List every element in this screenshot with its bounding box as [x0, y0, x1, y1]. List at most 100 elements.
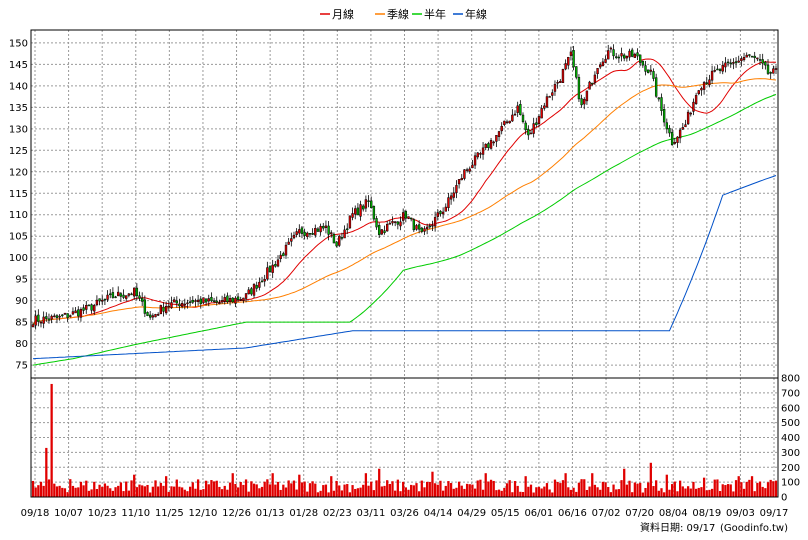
legend-label-halfyear: 半年: [424, 7, 446, 21]
candle-body: [250, 288, 253, 295]
candle-body: [660, 97, 663, 111]
volume-bar: [34, 487, 37, 497]
candle-body: [164, 305, 168, 314]
price-tick-95: 95: [15, 275, 28, 286]
volume-bar: [734, 480, 738, 497]
candle-body: [236, 296, 240, 300]
volume-bar: [180, 487, 184, 497]
candle-body: [721, 65, 724, 72]
volume-bar: [513, 481, 517, 497]
candle-body: [55, 315, 59, 318]
candle-body: [625, 55, 629, 59]
candle-body: [694, 95, 698, 104]
candle-body: [476, 152, 479, 158]
candle-body: [393, 221, 397, 223]
candle-body: [676, 136, 679, 143]
candle-body: [564, 63, 567, 70]
candle-body: [69, 315, 72, 317]
x-tick-label: 08/19: [692, 508, 721, 519]
candle-body: [106, 294, 109, 300]
candle-body: [31, 324, 35, 328]
legend-label-quarterly: 季線: [387, 7, 409, 21]
candle-body: [657, 97, 661, 100]
volume-bar: [532, 492, 535, 497]
candle-body: [103, 298, 107, 301]
volume-bar: [388, 483, 391, 497]
volume-bar: [47, 479, 51, 497]
candle-body: [548, 96, 551, 98]
candle-body: [524, 122, 527, 131]
volume-bar: [74, 487, 77, 497]
volume-bar: [431, 471, 434, 497]
volume-bar: [764, 488, 767, 497]
candle-body: [335, 241, 338, 247]
volume-bar: [223, 485, 226, 497]
volume-bar: [721, 484, 724, 497]
candle-body: [479, 153, 482, 155]
volume-bar: [410, 484, 413, 497]
candle-body: [53, 315, 56, 318]
volume-bar: [551, 492, 554, 497]
candle-body: [154, 314, 157, 318]
volume-bar: [71, 485, 75, 497]
volume-bar: [122, 491, 125, 497]
candle-body: [740, 58, 743, 62]
volume-bar: [700, 487, 703, 497]
volume-bar: [508, 480, 511, 497]
volume-bar: [673, 481, 676, 497]
candle-body: [122, 294, 125, 298]
candle-body: [263, 279, 266, 282]
candle-body: [537, 116, 541, 125]
ma-line-60: [32, 78, 777, 325]
candle-body: [732, 62, 735, 64]
volume-bar: [620, 480, 623, 497]
volume-bar: [295, 489, 298, 497]
volume-bar: [663, 492, 666, 497]
volume-bar: [479, 479, 482, 497]
candle-body: [423, 228, 426, 232]
volume-bar: [652, 486, 655, 497]
candle-body: [204, 298, 208, 303]
candle-body: [127, 293, 131, 296]
candle-body: [620, 53, 623, 57]
volume-bar: [316, 492, 320, 497]
candle-body: [471, 164, 474, 169]
candle-body: [383, 230, 386, 233]
volume-bar: [61, 487, 64, 497]
volume-bar: [774, 480, 778, 497]
x-tick-label: 09/17: [760, 508, 789, 519]
volume-bar: [753, 491, 756, 497]
candle-body: [180, 303, 184, 307]
volume-bar: [732, 491, 735, 497]
candle-body: [439, 210, 442, 215]
volume-bar: [346, 484, 349, 497]
volume-bar: [117, 485, 120, 497]
candle-body: [298, 229, 301, 234]
candle-body: [577, 77, 581, 100]
candle-body: [628, 50, 631, 58]
candle-body: [148, 314, 152, 318]
volume-bar: [218, 486, 221, 497]
candle-body: [649, 69, 653, 72]
volume-bar: [718, 491, 722, 497]
candle-body: [260, 280, 264, 283]
candle-body: [42, 316, 45, 324]
volume-bar: [95, 488, 99, 497]
candle-body: [559, 81, 562, 83]
volume-bar: [351, 485, 354, 497]
candle-body: [125, 295, 128, 299]
volume-bar: [167, 491, 170, 497]
volume-bar: [101, 486, 104, 497]
candle-body: [407, 216, 410, 219]
volume-bar: [154, 480, 157, 497]
volume-bar: [521, 492, 525, 497]
volume-bar: [492, 480, 495, 497]
candle-body: [700, 88, 703, 91]
candle-body: [244, 293, 248, 299]
candle-body: [130, 293, 133, 296]
candle-body: [662, 109, 666, 123]
candle-body: [519, 104, 522, 115]
candle-body: [303, 231, 306, 236]
volume-tick-700: 700: [781, 388, 800, 399]
